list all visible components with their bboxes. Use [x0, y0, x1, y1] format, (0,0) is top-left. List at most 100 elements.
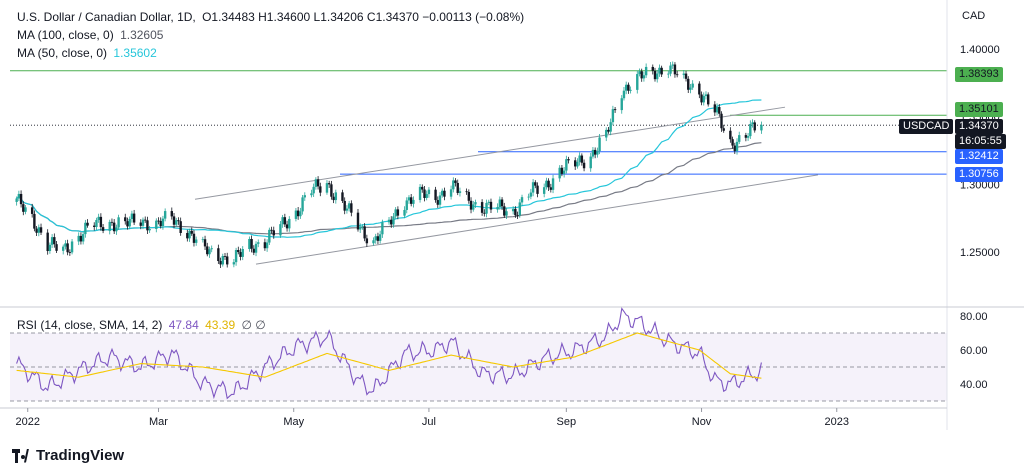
candle-body	[651, 66, 654, 71]
candle-body	[443, 190, 446, 197]
candle-body	[281, 217, 284, 225]
candle-body	[529, 192, 533, 197]
candle-body	[263, 242, 267, 249]
candle-body	[441, 190, 444, 196]
symbol-label: U.S. Dollar / Canadian Dollar, 1D,	[17, 10, 196, 24]
candle-body	[505, 211, 508, 216]
candle-body	[376, 236, 380, 241]
candle-body	[593, 149, 597, 155]
candle-body	[407, 197, 411, 201]
candle-body	[425, 194, 428, 198]
candle-body	[190, 230, 193, 234]
candle-body	[396, 209, 400, 216]
candle-body	[487, 201, 490, 203]
candle-body	[210, 248, 213, 250]
candle-body	[427, 189, 431, 195]
candle-body	[15, 198, 18, 202]
candle-body	[347, 203, 351, 209]
candle-body	[314, 179, 318, 187]
candle-body	[77, 235, 80, 242]
brand-logo[interactable]: TradingView	[12, 447, 124, 464]
time-tick-label: Sep	[557, 416, 577, 428]
candles	[15, 61, 763, 269]
candle-body	[749, 123, 752, 137]
candle-body	[201, 239, 205, 241]
candle-body	[438, 195, 442, 205]
candle-body	[141, 219, 145, 226]
rsi-value: 47.84	[168, 318, 199, 332]
candle-body	[567, 159, 570, 161]
candle-body	[760, 124, 763, 131]
candle-body	[19, 193, 23, 205]
candle-body	[319, 186, 322, 193]
candle-body	[409, 197, 413, 204]
candle-body	[99, 216, 103, 228]
candle-body	[403, 209, 406, 216]
candle-body	[609, 122, 612, 132]
candle-body	[452, 180, 455, 190]
candle-body	[203, 239, 207, 247]
last-price-tag: 1.34370	[955, 119, 1003, 134]
candle-body	[706, 94, 710, 105]
candle-body	[454, 180, 457, 183]
rsi-label: RSI (14, close, SMA, 14, 2)	[17, 318, 163, 332]
candle-body	[735, 141, 739, 152]
candle-body	[356, 212, 360, 230]
candle-body	[611, 109, 615, 123]
candle-body	[607, 129, 610, 132]
candle-body	[636, 74, 639, 90]
candle-body	[596, 151, 599, 155]
candle-body	[68, 252, 72, 254]
rsi-sma-value: 43.39	[205, 318, 236, 332]
candle-body	[46, 232, 49, 252]
level-tag-4: 1.30756	[955, 167, 1003, 182]
candle-body	[542, 187, 546, 194]
candle-body	[642, 75, 646, 79]
candle-body	[17, 193, 21, 199]
candle-body	[175, 220, 178, 225]
candle-body	[653, 70, 657, 80]
candle-body	[551, 178, 555, 190]
time-tick-label: 2022	[15, 416, 39, 428]
candle-body	[589, 156, 592, 169]
candle-body	[547, 180, 550, 188]
axes: 1.400001.350001.300001.2500080.0060.0040…	[0, 0, 1024, 430]
candle-body	[560, 167, 564, 174]
candle-body	[731, 139, 734, 146]
candle-body	[234, 249, 238, 263]
candle-body	[374, 236, 377, 241]
candle-body	[387, 219, 391, 223]
ma100-label: MA (100, close, 0)	[17, 28, 114, 42]
time-tick-label: May	[283, 416, 304, 428]
candle-body	[53, 237, 56, 245]
candle-body	[163, 211, 167, 219]
rsi-extra: ∅ ∅	[241, 318, 266, 332]
candle-body	[378, 234, 382, 241]
candle-body	[458, 191, 462, 193]
candle-body	[687, 78, 690, 90]
candle-body	[148, 228, 151, 231]
rsi-band	[10, 332, 947, 402]
candle-body	[35, 228, 38, 233]
level-tag-2: 1.35101	[955, 102, 1003, 117]
candle-body	[66, 243, 69, 253]
rsi-tick-label: 40.00	[960, 379, 988, 391]
candle-body	[381, 222, 384, 235]
candle-body	[465, 191, 468, 193]
candle-body	[37, 227, 41, 233]
candle-body	[288, 218, 291, 229]
candle-body	[325, 183, 329, 193]
candle-body	[294, 210, 298, 219]
candle-body	[155, 220, 158, 229]
candle-body	[33, 213, 36, 229]
candle-body	[241, 249, 244, 257]
candle-body	[55, 244, 58, 251]
candle-body	[254, 243, 258, 253]
rsi-tick-label: 80.00	[960, 311, 988, 323]
candle-body	[81, 234, 85, 242]
candle-body	[545, 180, 548, 188]
candle-body	[110, 221, 114, 223]
candle-body	[61, 246, 65, 251]
candle-body	[179, 221, 182, 233]
candle-body	[638, 71, 641, 75]
